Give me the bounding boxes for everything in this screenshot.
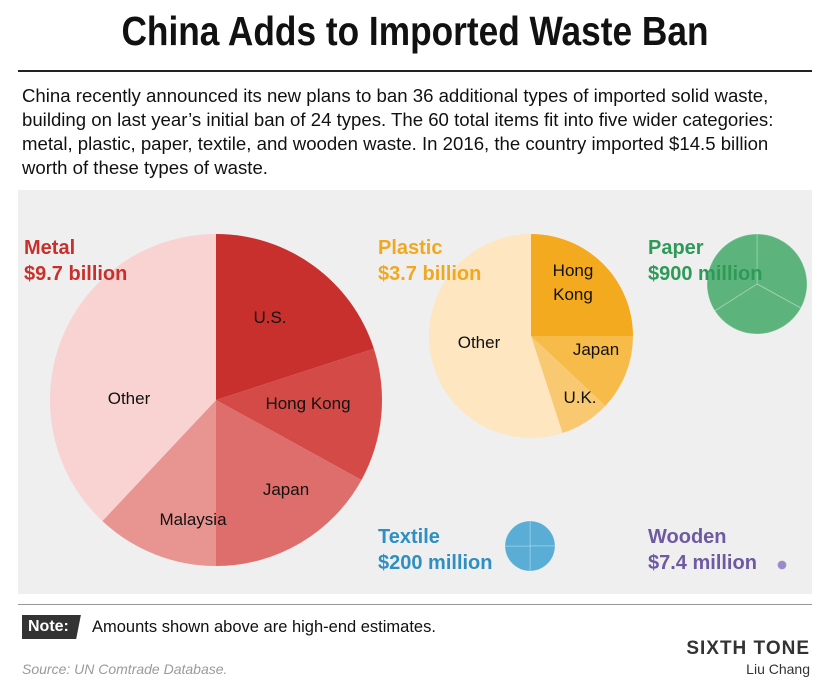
note-badge: Note: bbox=[22, 615, 81, 639]
metal-title: Metal bbox=[24, 237, 75, 259]
textile-title: Textile bbox=[378, 526, 440, 548]
metal-slice-malaysia bbox=[102, 400, 216, 566]
wooden-slice-0 bbox=[777, 560, 787, 570]
plastic-label-hong-kong: Hong Kong bbox=[553, 261, 594, 304]
title-rule bbox=[18, 70, 812, 72]
metal-label-other: Other bbox=[108, 389, 151, 408]
metal-label-u-s: U.S. bbox=[253, 308, 286, 327]
plastic-slice-hong-kong bbox=[531, 234, 633, 336]
metal-slice-hong-kong bbox=[216, 348, 383, 480]
plastic-title: Plastic bbox=[378, 237, 442, 259]
textile-slice-0 bbox=[529, 520, 556, 547]
intro-text: China recently announced its new plans t… bbox=[22, 85, 774, 178]
paper-slice-0 bbox=[756, 233, 808, 309]
metal-total: $9.7 billion bbox=[24, 263, 127, 285]
paper-slice-2 bbox=[706, 233, 758, 312]
metal-label-japan: Japan bbox=[263, 480, 309, 499]
plastic-label-u-k: U.K. bbox=[563, 388, 596, 407]
plastic-slice-japan bbox=[531, 336, 633, 406]
note-text: Amounts shown above are high-end estimat… bbox=[92, 618, 436, 636]
wooden-title: Wooden bbox=[648, 526, 727, 548]
plastic-label-japan: Japan bbox=[573, 340, 619, 359]
plastic-label-other: Other bbox=[458, 333, 501, 352]
textile-slice-1 bbox=[529, 545, 556, 572]
metal-slice-other bbox=[50, 234, 217, 522]
page-title: China Adds to Imported Waste Ban bbox=[121, 8, 709, 54]
textile-slice-2 bbox=[504, 545, 531, 572]
plastic-slice-u-k bbox=[531, 336, 606, 434]
wooden-total: $7.4 million bbox=[648, 552, 757, 574]
textile-total: $200 million bbox=[378, 552, 493, 574]
textile-slice-3 bbox=[504, 520, 531, 547]
metal-label-hong-kong: Hong Kong bbox=[265, 394, 350, 413]
author-credit: Liu Chang bbox=[746, 661, 810, 677]
paper-slice-1 bbox=[714, 283, 802, 335]
metal-slice-japan bbox=[216, 400, 362, 566]
brand-logo: SIXTH TONE bbox=[686, 638, 810, 659]
plastic-total: $3.7 billion bbox=[378, 263, 481, 285]
plastic-slice-other bbox=[429, 234, 563, 438]
note-rule bbox=[18, 604, 812, 605]
metal-label-malaysia: Malaysia bbox=[159, 510, 227, 529]
paper-title: Paper bbox=[648, 237, 704, 259]
metal-slice-u-s bbox=[216, 233, 374, 400]
paper-total: $900 million bbox=[648, 263, 763, 285]
source-text: Source: UN Comtrade Database. bbox=[22, 661, 228, 677]
